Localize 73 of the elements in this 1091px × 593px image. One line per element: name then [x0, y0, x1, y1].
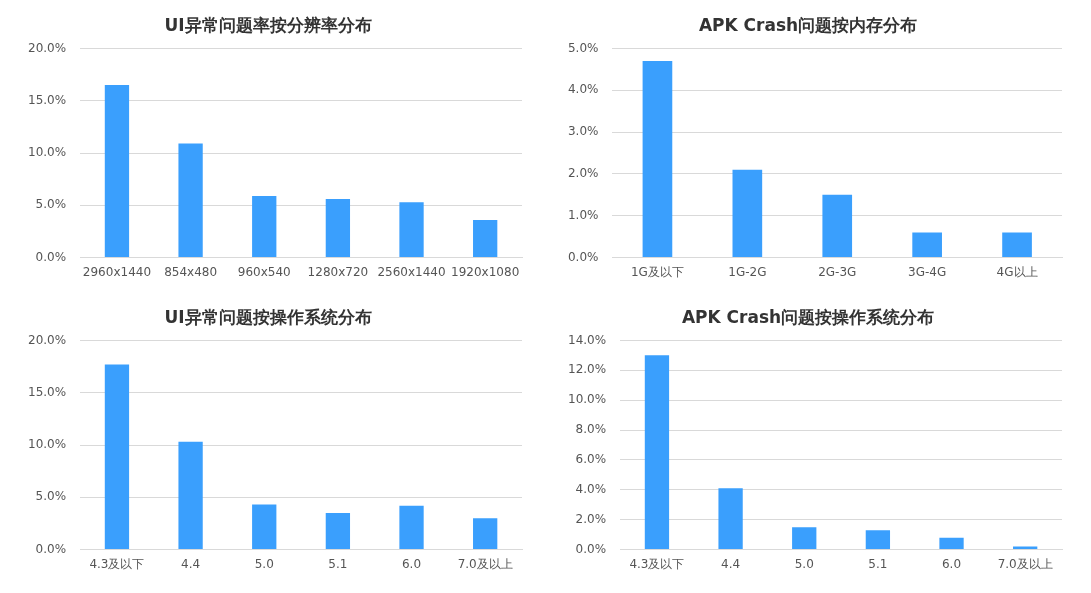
y-tick-label: 20.0% [28, 332, 67, 347]
x-tick-label: 7.0及以上 [997, 556, 1053, 571]
y-tick-label: 5.0% [35, 489, 67, 504]
y-tick-label: 15.0% [28, 92, 67, 107]
bar [399, 202, 424, 258]
x-tick-label: 4.3及以下 [629, 556, 685, 571]
y-tick-label: 15.0% [28, 384, 67, 399]
y-tick-label: 10.0% [568, 392, 607, 407]
y-tick-label: 0.0% [575, 541, 607, 556]
x-tick-label: 4.4 [181, 556, 201, 571]
x-tick-label: 2560x1440 [377, 264, 446, 279]
x-tick-label: 5.0 [794, 556, 814, 571]
y-tick-label: 0.0% [35, 249, 67, 264]
bar [473, 219, 498, 258]
x-tick-label: 1G-2G [728, 264, 767, 279]
y-tick-label: 4.0% [567, 82, 599, 97]
chart-title: UI异常问题率按分辨率分布 [164, 14, 372, 35]
bar [252, 195, 277, 258]
y-tick-label: 0.0% [567, 249, 599, 264]
y-tick-label: 6.0% [575, 452, 607, 467]
bar [912, 232, 942, 258]
y-tick-label: 5.0% [35, 197, 67, 212]
x-tick-label: 6.0 [401, 556, 422, 571]
chart-title: UI异常问题按操作系统分布 [164, 306, 372, 327]
bar [104, 85, 130, 258]
y-tick-label: 4.0% [575, 481, 607, 496]
y-tick-label: 8.0% [575, 422, 607, 437]
y-tick-label: 2.0% [567, 166, 599, 181]
x-tick-label: 4.3及以下 [89, 556, 145, 571]
y-tick-label: 2.0% [575, 511, 607, 526]
bar [1002, 232, 1032, 258]
bar [642, 60, 673, 258]
x-tick-label: 4.4 [721, 556, 741, 571]
bar [473, 518, 498, 550]
y-tick-label: 10.0% [28, 145, 67, 160]
y-tick-label: 10.0% [28, 437, 67, 452]
bar [325, 199, 351, 258]
y-tick-label: 14.0% [568, 332, 607, 347]
x-tick-label: 7.0及以上 [457, 556, 513, 571]
bar [939, 537, 964, 550]
y-tick-label: 1.0% [567, 207, 599, 222]
x-tick-label: 1280x720 [307, 264, 369, 279]
bar [325, 512, 351, 550]
bar [822, 194, 853, 258]
x-tick-label: 5.1 [328, 556, 348, 571]
bar [718, 488, 743, 550]
y-tick-label: 3.0% [567, 124, 599, 139]
x-tick-label: 960x540 [237, 264, 291, 279]
bar [178, 143, 203, 258]
x-tick-label: 854x480 [164, 264, 218, 279]
chart-title: APK Crash问题按内存分布 [698, 14, 918, 35]
y-tick-label: 12.0% [568, 362, 607, 377]
x-tick-label: 2960x1440 [82, 264, 152, 279]
bar [792, 527, 817, 550]
bar [865, 530, 891, 550]
x-tick-label: 6.0 [941, 556, 962, 571]
bar [104, 364, 130, 550]
y-tick-label: 0.0% [35, 541, 67, 556]
y-tick-label: 20.0% [28, 40, 67, 55]
bar [644, 355, 670, 550]
bar [399, 505, 424, 550]
x-tick-label: 2G-3G [818, 264, 857, 279]
x-tick-label: 4G以上 [996, 264, 1038, 279]
x-tick-label: 5.0 [254, 556, 274, 571]
bar [252, 504, 277, 550]
y-tick-label: 5.0% [567, 40, 599, 55]
x-tick-label: 3G-4G [908, 264, 947, 279]
bar [732, 169, 763, 258]
x-tick-label: 1920x1080 [451, 264, 520, 279]
x-tick-label: 5.1 [868, 556, 888, 571]
chart-title: APK Crash问题按操作系统分布 [681, 306, 935, 327]
x-tick-label: 1G及以下 [630, 264, 684, 279]
bar [178, 441, 203, 550]
